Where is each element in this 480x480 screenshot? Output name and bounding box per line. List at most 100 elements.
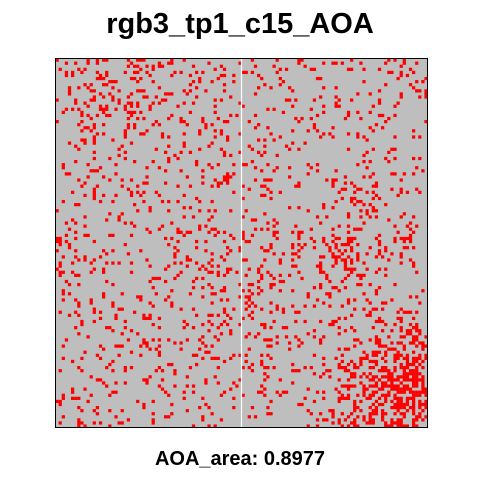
aoa-mask-cell [219, 332, 224, 336]
aoa-mask-cell [322, 270, 326, 274]
aoa-mask-cell [191, 424, 196, 428]
aoa-mask-cell [408, 372, 413, 376]
aoa-mask-cell [157, 276, 162, 281]
aoa-mask-cell [294, 116, 298, 121]
aoa-mask-cell [71, 387, 75, 391]
aoa-mask-cell [105, 58, 109, 62]
aoa-mask-cell [77, 405, 81, 410]
aoa-mask-cell [129, 261, 134, 265]
aoa-mask-cell [164, 298, 168, 302]
aoa-mask-cell [415, 89, 419, 93]
aoa-mask-cell [244, 295, 248, 299]
aoa-mask-cell [346, 273, 351, 277]
aoa-mask-cell [396, 356, 400, 361]
aoa-mask-cell [272, 252, 276, 256]
aoa-mask-cell [74, 326, 78, 330]
aoa-mask-cell [412, 70, 416, 75]
aoa-mask-cell [185, 375, 189, 379]
aoa-mask-cell [263, 138, 267, 142]
aoa-mask-cell [315, 163, 320, 167]
aoa-mask-cell [399, 307, 403, 311]
aoa-mask-cell [294, 224, 298, 228]
aoa-mask-cell [365, 190, 369, 194]
aoa-mask-cell [306, 292, 310, 296]
aoa-mask-cell [421, 418, 425, 422]
aoa-mask-cell [201, 276, 205, 281]
aoa-mask-cell [247, 289, 251, 293]
aoa-mask-cell [393, 366, 397, 370]
aoa-mask-cell [374, 123, 379, 127]
aoa-mask-cell [334, 199, 338, 204]
aoa-mask-cell [412, 418, 416, 422]
aoa-mask-cell [387, 378, 391, 382]
aoa-mask-cell [176, 230, 180, 234]
aoa-mask-cell [393, 135, 397, 139]
aoa-mask-cell [377, 378, 382, 382]
aoa-mask-cell [142, 405, 146, 410]
aoa-mask-cell [170, 58, 174, 62]
aoa-mask-cell [64, 221, 69, 225]
aoa-mask-cell [381, 402, 385, 407]
aoa-mask-cell [154, 276, 158, 281]
aoa-mask-cell [399, 405, 403, 410]
aoa-mask-cell [421, 80, 425, 84]
aoa-mask-cell [362, 350, 366, 354]
aoa-mask-cell [77, 273, 81, 277]
aoa-mask-cell [201, 322, 205, 327]
aoa-mask-cell [371, 172, 375, 176]
aoa-mask-cell [396, 409, 400, 413]
aoa-mask-cell [315, 264, 320, 268]
aoa-mask-cell [408, 390, 413, 394]
aoa-mask-cell [371, 375, 375, 379]
aoa-mask-cell [80, 129, 84, 133]
aoa-mask-cell [390, 70, 394, 75]
aoa-mask-cell [337, 236, 341, 241]
aoa-mask-cell [368, 393, 372, 397]
aoa-mask-cell [129, 270, 134, 274]
aoa-mask-cell [201, 415, 205, 419]
aoa-mask-cell [201, 70, 205, 75]
aoa-mask-cell [98, 73, 103, 78]
aoa-mask-cell [374, 353, 379, 357]
aoa-mask-cell [201, 169, 205, 173]
aoa-mask-cell [142, 95, 146, 99]
aoa-mask-cell [222, 307, 227, 311]
aoa-mask-cell [111, 301, 115, 305]
aoa-mask-cell [377, 267, 382, 271]
aoa-mask-cell [167, 264, 171, 268]
aoa-mask-cell [297, 338, 301, 342]
aoa-mask-cell [424, 390, 428, 394]
aoa-mask-cell [263, 249, 267, 253]
aoa-mask-cell [368, 159, 372, 164]
aoa-mask-cell [98, 421, 103, 425]
aoa-mask-cell [402, 405, 406, 410]
aoa-mask-cell [108, 113, 112, 118]
aoa-mask-cell [322, 390, 326, 394]
aoa-mask-cell [359, 362, 363, 367]
aoa-mask-cell [222, 239, 227, 244]
aoa-mask-cell [337, 362, 341, 367]
aoa-mask-cell [164, 98, 168, 102]
aoa-mask-cell [92, 409, 96, 413]
aoa-mask-cell [86, 175, 90, 179]
aoa-mask-cell [350, 267, 354, 271]
aoa-mask-cell [402, 236, 406, 241]
aoa-mask-cell [241, 258, 245, 262]
aoa-mask-cell [201, 396, 205, 400]
aoa-mask-cell [126, 116, 131, 121]
aoa-mask-cell [337, 224, 341, 228]
aoa-mask-cell [67, 86, 72, 90]
aoa-mask-cell [374, 359, 379, 364]
aoa-mask-cell [387, 390, 391, 394]
aoa-mask-cell [102, 110, 106, 115]
aoa-mask-cell [275, 70, 279, 75]
aoa-mask-cell [371, 393, 375, 397]
aoa-mask-cell [315, 129, 320, 133]
aoa-mask-cell [86, 61, 90, 65]
aoa-mask-cell [95, 353, 100, 357]
aoa-mask-cell [129, 92, 134, 96]
aoa-mask-cell [176, 199, 180, 204]
aoa-mask-cell [424, 335, 428, 339]
aoa-mask-cell [95, 58, 100, 62]
aoa-mask-cell [222, 310, 227, 314]
